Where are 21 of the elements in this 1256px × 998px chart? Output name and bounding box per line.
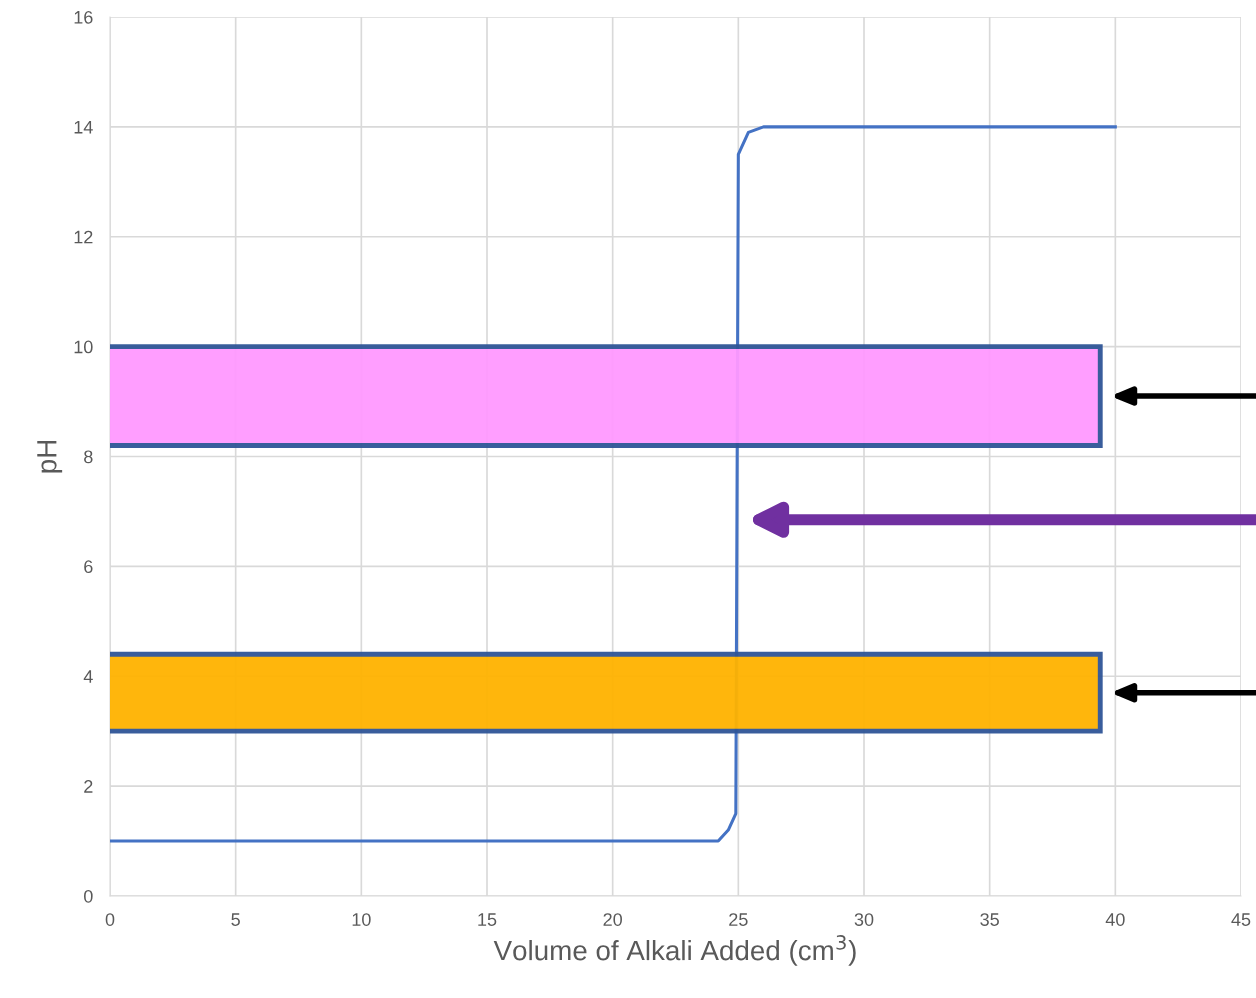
y-tick-label: 0 <box>84 889 93 903</box>
y-axis-title: pH <box>37 441 63 473</box>
y-tick-label: 6 <box>84 560 93 574</box>
x-tick-label: 25 <box>729 913 748 926</box>
x-tick-label: 40 <box>1105 913 1125 926</box>
x-tick-label: 0 <box>105 913 115 926</box>
x-tick-label: 20 <box>603 913 622 926</box>
y-tick-label: 12 <box>74 230 93 244</box>
y-tick-label: 14 <box>74 121 93 134</box>
x-tick-label: 45 <box>1231 913 1251 926</box>
y-tick-label: 16 <box>74 10 93 24</box>
x-tick-label: 5 <box>231 913 240 926</box>
y-tick-label: 4 <box>83 670 93 683</box>
y-tick-label: 2 <box>84 780 93 793</box>
x-tick-label: 30 <box>854 913 874 926</box>
y-tick-label: 10 <box>74 340 93 354</box>
x-axis-title: Volume of Alkali Added (cm$^{3}$) <box>493 935 856 966</box>
x-tick-label: 35 <box>980 913 999 926</box>
y-tick-label: 8 <box>84 450 93 464</box>
x-tick-label: 15 <box>478 913 497 926</box>
x-tick-label: 10 <box>352 913 371 926</box>
